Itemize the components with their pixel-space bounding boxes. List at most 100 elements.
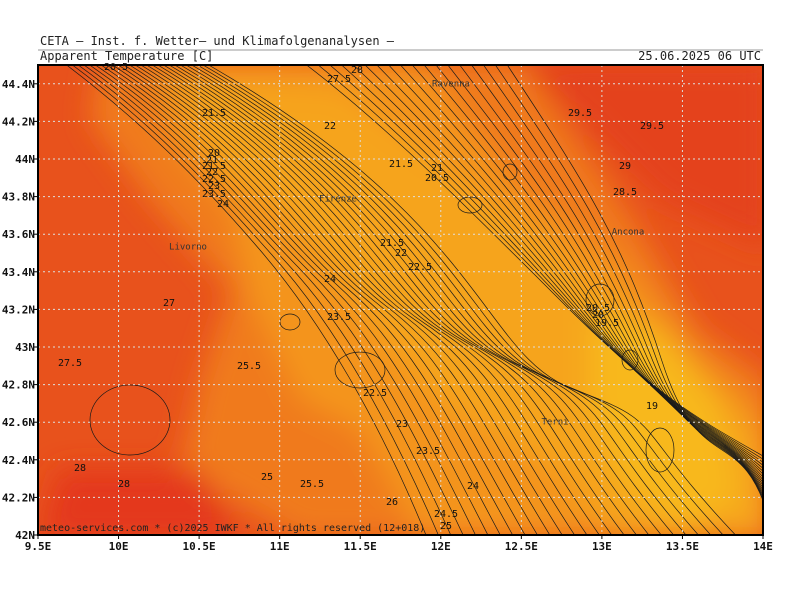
contour-label: 20 [592,310,604,321]
contour-label: 23 [396,419,408,430]
contour-closed [621,349,639,371]
contour-label: 20.5 [586,303,610,314]
contour-line [83,65,464,535]
contour-line [100,65,501,535]
contour-label: 20.5 [104,62,128,73]
contour-label: 21.5 [202,161,226,172]
contour-line [207,65,737,535]
city-label: Terni [541,418,568,428]
contour-line [506,65,763,502]
contour-line [423,65,763,486]
contour-line [400,65,763,481]
contour-line [411,65,763,484]
contour-line [106,65,514,535]
lon-tick-label: 9.5E [25,540,52,553]
contour-label: 24 [467,481,479,492]
contour-label: 25 [261,472,273,483]
contour-label: 28 [74,463,86,474]
labels: 44.4N 44.2N 44N 43.8N 43.6N 43.4N 43.2N 43N 42.8… [2,62,773,553]
contour-label: 25 [440,521,452,532]
contour-label: 21.5 [389,159,413,170]
contour-label: 28 [351,65,363,76]
city-label: Livorno [169,243,207,253]
contour-label: 27 [163,298,175,309]
lat-tick-label: 42.6N [2,416,35,429]
contour-line [179,65,675,535]
lat-tick-label: 42N [15,529,35,542]
valid-time: 25.06.2025 06 UTC [638,49,761,63]
lat-tick-label: 44.4N [2,78,35,91]
lat-tick-label: 43.8N [2,191,35,204]
footer: meteo-services.com * (c)2025 IWKF * All … [40,523,425,534]
contour-line [305,65,763,457]
field [38,65,763,535]
lon-tick-label: 13E [592,540,612,553]
lat-tick-label: 44.2N [2,115,35,128]
lon-tick-label: 11E [270,540,290,553]
contour-line [145,65,600,535]
contour-line [185,65,687,535]
contour-label: 23.5 [202,189,226,200]
contour-label: 26 [386,497,398,508]
contour-label: 22 [324,121,336,132]
contour-label: 24 [217,199,229,210]
city-label: Firenze [319,195,357,205]
frame [37,64,764,536]
contour-closed [279,313,301,331]
contour-line [471,65,763,496]
contour-label: 27.5 [58,358,82,369]
contour-line [435,65,763,489]
contour-label: 29.5 [568,108,592,119]
lon-tick-label: 11.5E [344,540,377,553]
grid [38,65,763,535]
band-red-ne [525,65,763,247]
contour-line [364,65,763,472]
contours [65,65,763,535]
contour-line [71,65,439,535]
contour-line [65,65,427,535]
contour-label: 19 [646,401,658,412]
contour-line [162,65,637,535]
lon-tick-label: 10.5E [183,540,216,553]
institute: CETA — Inst. f. Wetter— und Klimafolgena… [40,34,395,48]
contour-label: 22.5 [363,388,387,399]
lat-tick-label: 43.4N [2,266,35,279]
contour-line [329,65,763,463]
contour-line [202,65,724,535]
contour-label: 22.5 [202,174,226,185]
contour-line [174,65,662,535]
lat-tick-label: 44N [15,153,35,166]
lat-tick-label: 43N [15,341,35,354]
city-label: Ravenna [432,80,470,90]
city-label: Ancona [612,228,645,238]
contour-label: 28 [118,479,130,490]
title: Apparent Temperature [C] [40,49,213,63]
contour-label: 27.5 [327,74,351,85]
contour-label: 22 [395,248,407,259]
lat-tick-label: 42.4N [2,454,35,467]
contour-label: 24 [324,274,336,285]
contour-label: 22.5 [408,262,432,273]
contour-line [77,65,452,535]
contour-label: 23.5 [327,312,351,323]
contour-closed [585,283,615,317]
contour-label: 21.5 [202,108,226,119]
contour-label: 21.5 [380,238,404,249]
contour-line [157,65,625,535]
contour-label: 23 [208,181,220,192]
lat-tick-label: 43.2N [2,303,35,316]
band-red [41,470,238,535]
contour-line [494,65,763,500]
contour-line [341,65,763,466]
contour-line [134,65,576,535]
lon-tick-label: 14E [753,540,773,553]
contour-line [123,65,551,535]
contour-label: 21 [431,163,443,174]
contour-label: 28.5 [613,187,637,198]
contour-line [140,65,588,535]
contour-label: 25.5 [237,361,261,372]
contour-line [168,65,650,535]
contour-line [94,65,489,535]
